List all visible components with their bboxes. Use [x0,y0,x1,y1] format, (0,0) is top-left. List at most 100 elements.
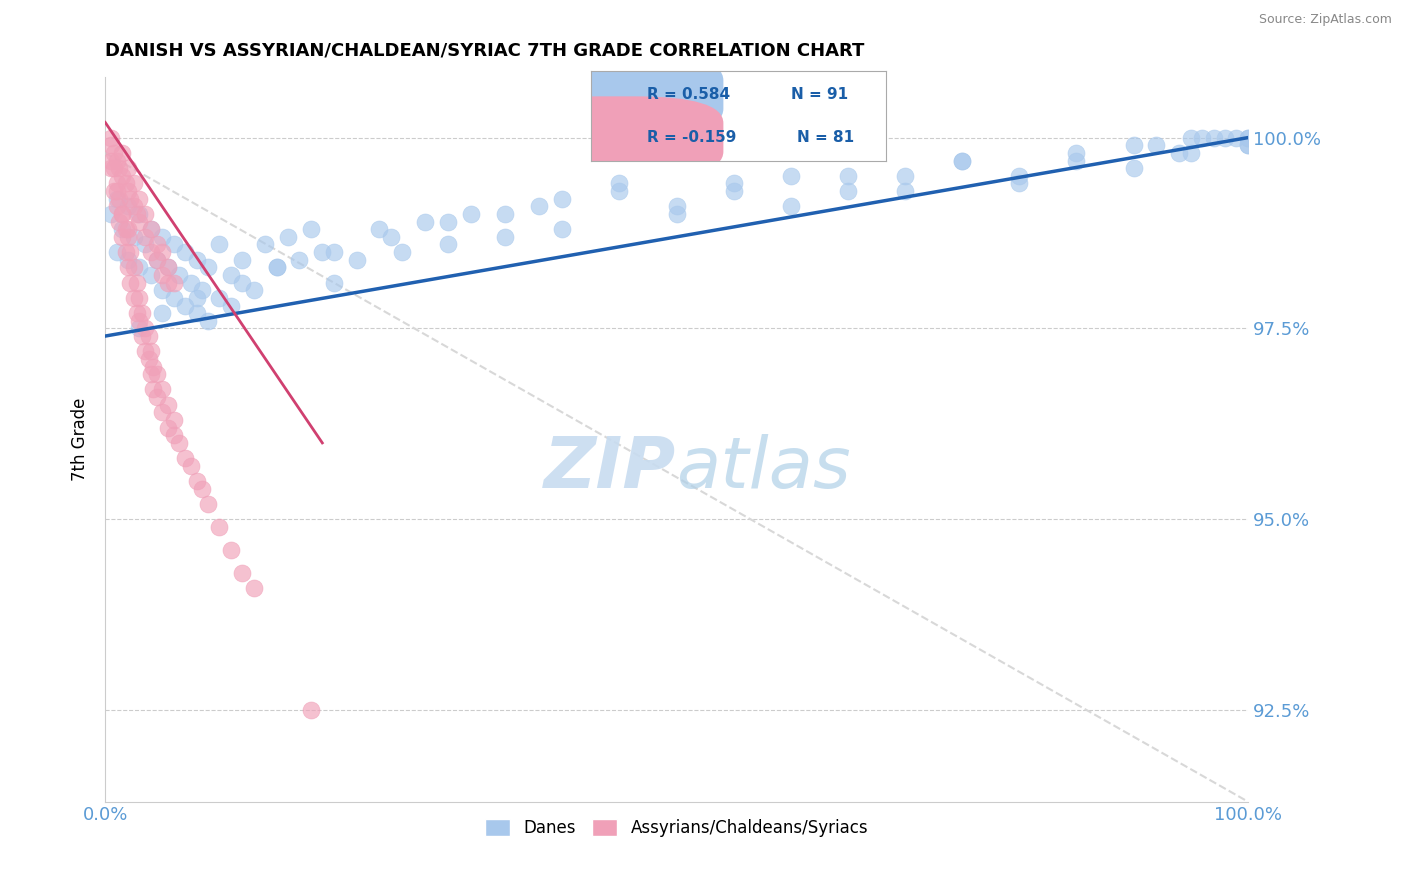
Point [100,130,122,145]
Point [128,314,150,328]
Text: DANISH VS ASSYRIAN/CHALDEAN/SYRIAC 7TH GRADE CORRELATION CHART: DANISH VS ASSYRIAN/CHALDEAN/SYRIAC 7TH G… [105,42,865,60]
Point [128,260,150,275]
Point [208,520,231,534]
Point [114,245,136,260]
Point [277,230,299,244]
Point [208,237,231,252]
Point [1202,130,1225,145]
Point [551,192,574,206]
Point [100,161,122,176]
Point [231,252,253,267]
Point [254,237,277,252]
Point [779,199,801,213]
Point [1168,145,1191,160]
Point [145,237,167,252]
Point [145,390,167,404]
Point [1180,130,1202,145]
Point [108,192,131,206]
Point [128,192,150,206]
Point [242,283,264,297]
Point [157,276,180,290]
Point [494,207,516,221]
FancyBboxPatch shape [510,96,723,178]
Point [117,184,139,198]
Point [779,169,801,183]
Point [131,329,153,343]
Point [150,306,173,320]
Point [120,245,142,260]
Point [117,260,139,275]
Point [103,161,125,176]
Point [665,199,688,213]
Point [1144,138,1167,153]
Point [142,383,165,397]
Point [139,222,162,236]
Point [150,383,173,397]
Point [157,398,180,412]
Point [180,458,202,473]
Point [266,260,288,275]
Point [346,252,368,267]
Point [163,276,186,290]
Text: ZIP: ZIP [544,434,676,502]
Point [460,207,482,221]
Point [111,230,134,244]
Point [837,184,859,198]
Point [219,542,242,557]
Text: N = 81: N = 81 [797,130,855,145]
Point [529,199,551,213]
Point [299,222,322,236]
Point [103,184,125,198]
Point [186,306,208,320]
Point [100,153,122,168]
Point [665,207,688,221]
FancyBboxPatch shape [510,54,723,136]
Point [894,184,917,198]
Point [609,184,631,198]
Point [1237,138,1260,153]
Point [174,451,197,466]
Point [242,581,264,595]
Point [197,260,219,275]
Point [413,214,436,228]
Point [197,314,219,328]
Text: atlas: atlas [676,434,851,502]
Point [174,245,197,260]
Point [114,177,136,191]
Point [128,321,150,335]
Point [266,260,288,275]
Point [208,291,231,305]
Point [105,245,128,260]
Point [219,268,242,282]
Point [163,428,186,442]
Point [114,222,136,236]
Point [299,703,322,717]
Point [134,230,156,244]
Point [111,222,134,236]
Point [117,230,139,244]
Point [127,306,149,320]
Point [723,177,745,191]
Text: R = 0.584: R = 0.584 [647,87,730,102]
Point [139,245,162,260]
Point [139,368,162,382]
Point [1008,169,1031,183]
Point [122,291,145,305]
Point [609,177,631,191]
Point [145,252,167,267]
Point [494,230,516,244]
Point [111,207,134,221]
Point [134,321,156,335]
Point [139,222,162,236]
Point [197,497,219,511]
Point [1213,130,1236,145]
Text: Source: ZipAtlas.com: Source: ZipAtlas.com [1258,13,1392,27]
Point [111,145,134,160]
Point [1237,138,1260,153]
Point [1180,145,1202,160]
Point [150,230,173,244]
Point [100,138,122,153]
Point [169,268,191,282]
Point [191,482,214,496]
Point [105,192,128,206]
